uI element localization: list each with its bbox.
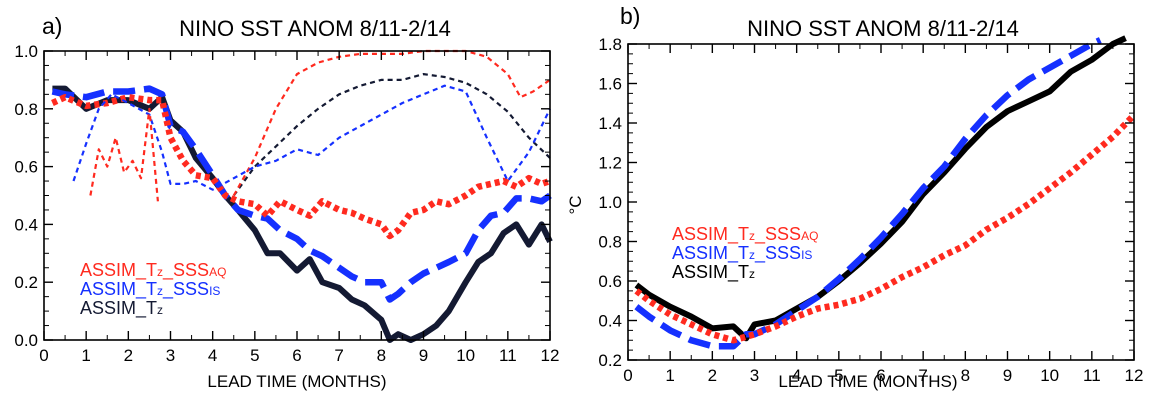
legend-entry-1: ASSIM_Tz_SSSIS [80,279,220,300]
x-tick-label: 1 [665,366,674,385]
panel-0-series-4 [232,49,551,197]
panel-1-series-2 [634,112,1137,344]
legend-text: ASSIM_T [672,224,749,245]
y-tick-label: 0.6 [598,272,622,291]
y-tick-label: 0.4 [14,215,38,234]
x-tick-label: 8 [961,366,970,385]
panel-b-frame [627,43,1135,361]
panel-0-series-6 [89,107,159,202]
x-tick-label: 7 [334,346,343,365]
x-tick-label: 6 [292,346,301,365]
legend-mid: _SSS [754,243,801,264]
panel-1-series-1 [634,37,1102,350]
y-tick-label: 0.8 [14,100,38,119]
panel-b-title: NINO SST ANOM 8/11-2/14 [747,16,1019,41]
x-tick-label: 4 [208,346,217,365]
panel-b-xlabel: LEAD TIME (MONTHS) [778,372,957,391]
x-tick-label: 1 [81,346,90,365]
panel-0-series-5 [72,84,551,191]
panel-0-series-3 [232,73,551,197]
y-tick-label: 0.6 [14,158,38,177]
x-tick-label: 0 [623,366,632,385]
y-tick-label: 1.2 [598,154,622,173]
x-tick-label: 5 [250,346,259,365]
legend-text: ASSIM_T [80,279,157,300]
x-tick-label: 0 [39,346,48,365]
legend-mid: _SSS [754,224,801,245]
legend-sub2: AQ [801,229,818,243]
legend-sub2: IS [801,248,812,262]
legend-text: ASSIM_T [80,260,157,281]
x-tick-label: 11 [499,346,517,365]
panel-b-label: b) [620,3,640,29]
x-tick-label: 8 [377,346,386,365]
panel-b-ylabel: °C [566,195,585,214]
legend-sub: z [157,284,163,298]
x-tick-label: 6 [876,366,885,385]
legend-text: ASSIM_T [672,262,749,283]
legend-entry-2: ASSIM_Tz [80,298,163,319]
legend-entry-0: ASSIM_Tz_SSSAQ [80,260,226,281]
panel-0-series-2 [51,93,552,240]
legend-sub: z [749,267,755,281]
x-tick-label: 5 [834,366,843,385]
x-tick-label: 9 [1003,366,1012,385]
panel-a: a) NINO SST ANOM 8/11-2/14 0 1 2 3 4 5 6 7 8 9 10 1… [14,13,559,391]
panel-0-series-1 [51,85,552,303]
panel-1-series-0 [634,35,1127,342]
legend-text: ASSIM_T [672,243,749,264]
legend-text: ASSIM_T [80,298,157,319]
legend-mid: _SSS [162,279,209,300]
y-tick-label: 1.8 [598,35,622,54]
x-tick-label: 10 [456,346,475,365]
legend-mid: _SSS [162,260,209,281]
panel-0-series-0 [52,85,553,343]
x-tick-label: 2 [124,346,133,365]
legend-sub: z [749,229,755,243]
y-tick-label: 0.4 [598,312,622,331]
x-tick-label: 10 [1040,366,1059,385]
panel-a-label: a) [42,13,62,39]
legend-sub2: IS [209,284,220,298]
x-tick-label: 3 [166,346,175,365]
y-tick-label: 1.6 [598,75,622,94]
y-tick-label: 0.2 [598,351,622,370]
y-tick-label: 0.8 [598,233,622,252]
y-tick-label: 1.0 [598,193,622,212]
x-tick-label: 11 [1083,366,1101,385]
x-tick-label: 3 [750,366,759,385]
y-tick-label: 1.4 [598,114,622,133]
panel-a-xlabel: LEAD TIME (MONTHS) [207,372,386,391]
legend-sub: z [749,248,755,262]
x-tick-label: 12 [1125,366,1144,385]
x-tick-label: 4 [792,366,801,385]
legend-sub2: AQ [209,265,226,279]
panel-b: b) NINO SST ANOM 8/11-2/14 0 1 2 3 4 5 6 7 8 9 10 1… [566,3,1143,391]
x-tick-label: 9 [419,346,428,365]
legend-entry-1: ASSIM_Tz_SSSIS [672,243,812,264]
x-tick-label: 7 [918,366,927,385]
legend-entry-2: ASSIM_Tz [672,262,755,283]
legend-sub: z [157,265,163,279]
legend-sub: z [157,303,163,317]
x-tick-label: 2 [708,366,717,385]
x-tick-label: 12 [541,346,560,365]
y-tick-label: 1.0 [14,42,38,61]
panel-b-plot: 0 1 2 3 4 5 6 7 8 9 10 11 120.20.40.60.81.01.21.41.6… [598,35,1143,385]
panel-a-title: NINO SST ANOM 8/11-2/14 [179,16,451,41]
legend-entry-0: ASSIM_Tz_SSSAQ [672,224,818,245]
panel-a-plot: 0 1 2 3 4 5 6 7 8 9 10 11 120.00.20.40.60.81.0 [14,42,559,365]
y-tick-label: 0.2 [14,273,38,292]
y-tick-label: 0.0 [14,331,38,350]
